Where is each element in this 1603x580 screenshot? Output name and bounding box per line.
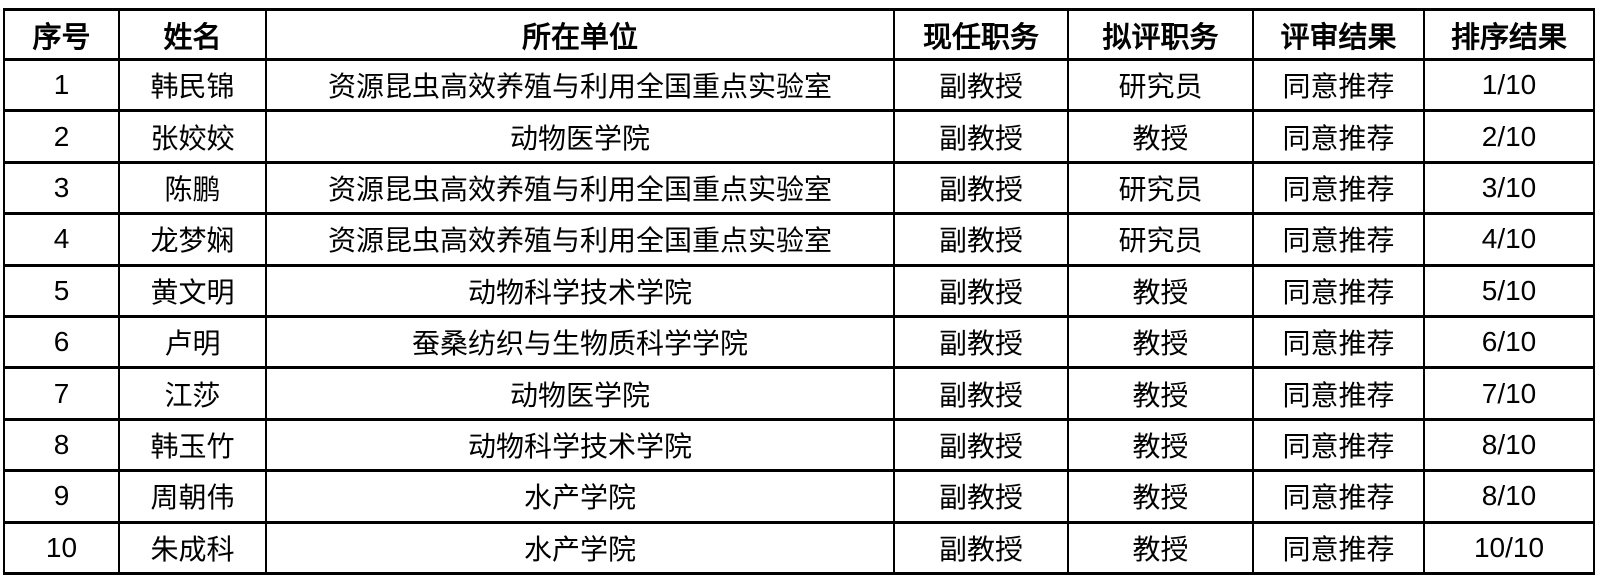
cell-unit: 动物医学院 <box>265 109 895 164</box>
cell-name: 韩民锦 <box>118 57 267 113</box>
cell-unit: 水产学院 <box>265 520 895 576</box>
cell-index: 2 <box>3 109 120 164</box>
cell-index: 1 <box>3 57 120 113</box>
cell-current-title: 副教授 <box>893 160 1069 216</box>
cell-proposed-title: 教授 <box>1067 469 1254 524</box>
table-row: 3 陈鹏 资源昆虫高效养殖与利用全国重点实验室 副教授 研究员 同意推荐 3/1… <box>3 160 1595 216</box>
table-row: 4 龙梦娴 资源昆虫高效养殖与利用全国重点实验室 副教授 研究员 同意推荐 4/… <box>3 212 1595 267</box>
cell-ranking-result: 3/10 <box>1423 160 1595 216</box>
col-header-unit: 所在单位 <box>265 8 895 61</box>
cell-unit: 动物科学技术学院 <box>265 263 895 318</box>
table-row: 1 韩民锦 资源昆虫高效养殖与利用全国重点实验室 副教授 研究员 同意推荐 1/… <box>3 57 1595 113</box>
cell-current-title: 副教授 <box>893 109 1069 164</box>
cell-proposed-title: 教授 <box>1067 520 1254 576</box>
cell-name: 韩玉竹 <box>118 417 267 473</box>
cell-name: 朱成科 <box>118 520 267 576</box>
cell-review-result: 同意推荐 <box>1252 212 1425 267</box>
cell-current-title: 副教授 <box>893 263 1069 318</box>
cell-current-title: 副教授 <box>893 520 1069 576</box>
cell-ranking-result: 10/10 <box>1423 520 1595 576</box>
cell-proposed-title: 教授 <box>1067 314 1254 370</box>
cell-index: 7 <box>3 366 120 421</box>
cell-name: 卢明 <box>118 314 267 370</box>
col-header-proposed-title: 拟评职务 <box>1067 8 1254 61</box>
cell-review-result: 同意推荐 <box>1252 366 1425 421</box>
cell-review-result: 同意推荐 <box>1252 57 1425 113</box>
cell-proposed-title: 研究员 <box>1067 212 1254 267</box>
promotion-review-table: 序号 姓名 所在单位 现任职务 拟评职务 评审结果 排序结果 1 韩民锦 资源昆… <box>3 8 1595 576</box>
table-row: 5 黄文明 动物科学技术学院 副教授 教授 同意推荐 5/10 <box>3 263 1595 318</box>
cell-unit: 动物科学技术学院 <box>265 417 895 473</box>
cell-index: 6 <box>3 314 120 370</box>
cell-index: 3 <box>3 160 120 216</box>
cell-unit: 动物医学院 <box>265 366 895 421</box>
cell-current-title: 副教授 <box>893 366 1069 421</box>
cell-proposed-title: 教授 <box>1067 263 1254 318</box>
header-row: 序号 姓名 所在单位 现任职务 拟评职务 评审结果 排序结果 <box>3 8 1595 61</box>
cell-review-result: 同意推荐 <box>1252 314 1425 370</box>
col-header-current-title: 现任职务 <box>893 8 1069 61</box>
col-header-name: 姓名 <box>118 8 267 61</box>
cell-current-title: 副教授 <box>893 417 1069 473</box>
table-row: 9 周朝伟 水产学院 副教授 教授 同意推荐 8/10 <box>3 469 1595 524</box>
table-row: 10 朱成科 水产学院 副教授 教授 同意推荐 10/10 <box>3 520 1595 576</box>
table-row: 6 卢明 蚕桑纺织与生物质科学学院 副教授 教授 同意推荐 6/10 <box>3 314 1595 370</box>
cell-review-result: 同意推荐 <box>1252 469 1425 524</box>
cell-index: 9 <box>3 469 120 524</box>
cell-review-result: 同意推荐 <box>1252 520 1425 576</box>
col-header-index: 序号 <box>3 8 120 61</box>
cell-name: 黄文明 <box>118 263 267 318</box>
cell-ranking-result: 2/10 <box>1423 109 1595 164</box>
col-header-review-result: 评审结果 <box>1252 8 1425 61</box>
cell-name: 张姣姣 <box>118 109 267 164</box>
cell-name: 江莎 <box>118 366 267 421</box>
cell-name: 龙梦娴 <box>118 212 267 267</box>
cell-ranking-result: 7/10 <box>1423 366 1595 421</box>
table-row: 2 张姣姣 动物医学院 副教授 教授 同意推荐 2/10 <box>3 109 1595 164</box>
cell-index: 5 <box>3 263 120 318</box>
cell-review-result: 同意推荐 <box>1252 417 1425 473</box>
cell-unit: 资源昆虫高效养殖与利用全国重点实验室 <box>265 212 895 267</box>
cell-unit: 资源昆虫高效养殖与利用全国重点实验室 <box>265 160 895 216</box>
cell-current-title: 副教授 <box>893 469 1069 524</box>
cell-current-title: 副教授 <box>893 314 1069 370</box>
table-row: 7 江莎 动物医学院 副教授 教授 同意推荐 7/10 <box>3 366 1595 421</box>
cell-review-result: 同意推荐 <box>1252 263 1425 318</box>
cell-current-title: 副教授 <box>893 57 1069 113</box>
table-row: 8 韩玉竹 动物科学技术学院 副教授 教授 同意推荐 8/10 <box>3 417 1595 473</box>
cell-review-result: 同意推荐 <box>1252 109 1425 164</box>
cell-ranking-result: 6/10 <box>1423 314 1595 370</box>
cell-unit: 资源昆虫高效养殖与利用全国重点实验室 <box>265 57 895 113</box>
cell-proposed-title: 教授 <box>1067 417 1254 473</box>
cell-name: 周朝伟 <box>118 469 267 524</box>
cell-proposed-title: 研究员 <box>1067 57 1254 113</box>
cell-ranking-result: 8/10 <box>1423 469 1595 524</box>
cell-index: 4 <box>3 212 120 267</box>
cell-ranking-result: 5/10 <box>1423 263 1595 318</box>
cell-proposed-title: 教授 <box>1067 109 1254 164</box>
cell-ranking-result: 8/10 <box>1423 417 1595 473</box>
col-header-ranking-result: 排序结果 <box>1423 8 1595 61</box>
cell-ranking-result: 1/10 <box>1423 57 1595 113</box>
cell-ranking-result: 4/10 <box>1423 212 1595 267</box>
cell-name: 陈鹏 <box>118 160 267 216</box>
cell-current-title: 副教授 <box>893 212 1069 267</box>
cell-proposed-title: 教授 <box>1067 366 1254 421</box>
cell-unit: 蚕桑纺织与生物质科学学院 <box>265 314 895 370</box>
cell-index: 10 <box>3 520 120 576</box>
cell-review-result: 同意推荐 <box>1252 160 1425 216</box>
cell-unit: 水产学院 <box>265 469 895 524</box>
cell-index: 8 <box>3 417 120 473</box>
cell-proposed-title: 研究员 <box>1067 160 1254 216</box>
review-table-container: 序号 姓名 所在单位 现任职务 拟评职务 评审结果 排序结果 1 韩民锦 资源昆… <box>3 8 1595 576</box>
